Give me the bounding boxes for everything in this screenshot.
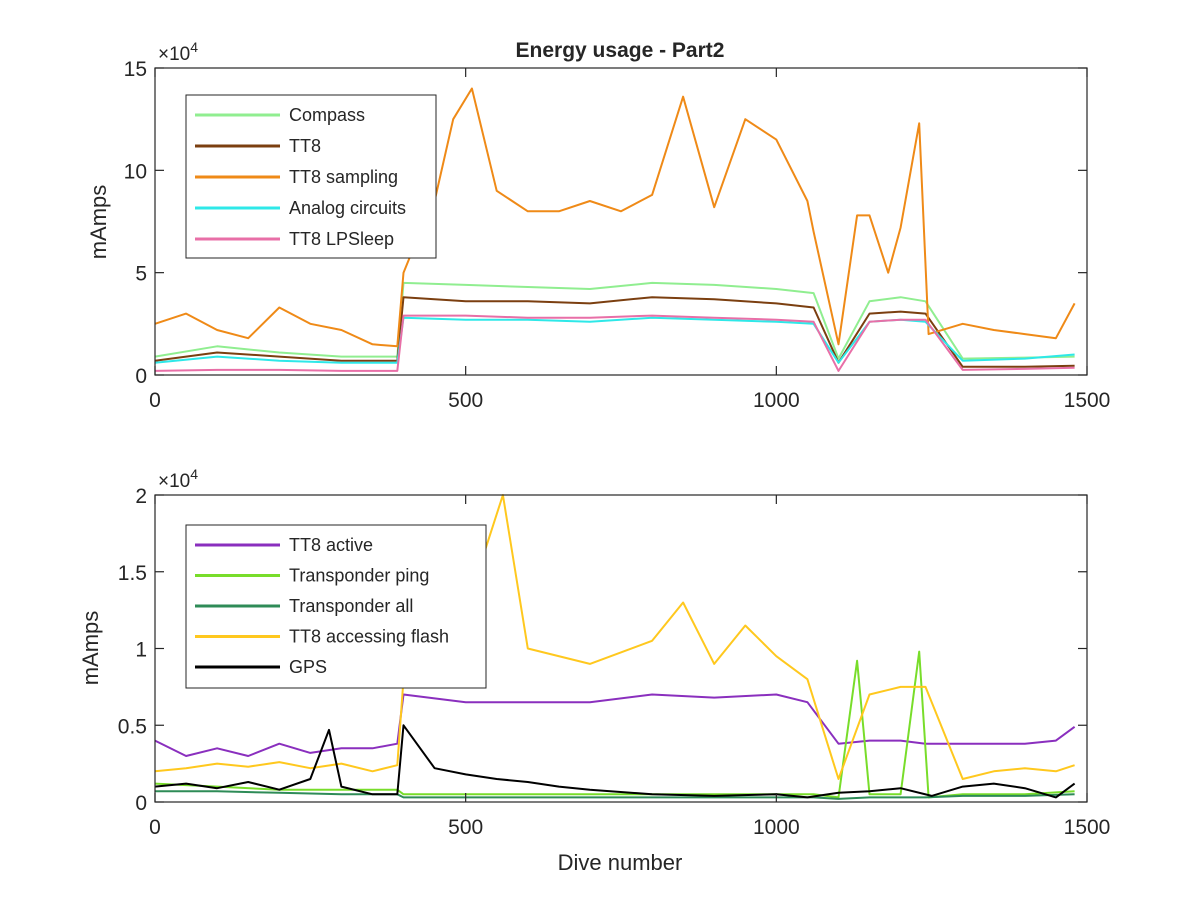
legend-label: Transponder ping [289,566,429,586]
y-tick-label: 2 [135,485,147,508]
x-tick-label: 0 [149,816,161,839]
series-line-tt8-active [154,693,1076,757]
bottom-ticks-group: 0 500 1000 1500 0 0.5 1 1.5 2 [118,485,1111,839]
y-tick-label: 0 [135,365,147,388]
bottom-y-axis-label: mAmps [78,611,103,686]
series-line-gps [154,724,1076,799]
bottom-x-axis-label: Dive number [558,850,683,875]
top-legend: Compass TT8 TT8 sampling Analog circuits TT8… [185,94,437,259]
legend-label: Compass [289,105,365,125]
y-tick-label: 1.5 [118,562,147,585]
x-tick-label: 0 [149,389,161,412]
top-series-group [154,87,1076,372]
series-line-tt8-sampling [154,87,1076,348]
x-tick-label: 1500 [1064,389,1111,412]
x-tick-label: 1000 [753,389,800,412]
y-tick-label: 0 [135,792,147,815]
series-line-analog-circuits [154,316,1075,364]
legend-label: Analog circuits [289,198,406,218]
legend-label: TT8 [289,136,321,156]
top-ticks-group: 0 500 1000 1500 0 5 10 15 [124,58,1111,412]
series-line-tt8-lpsleep [154,314,1075,372]
y-tick-label: 1 [135,639,147,662]
x-tick-label: 500 [448,389,483,412]
y-tick-label: 0.5 [118,715,147,738]
top-axes-box [154,67,1088,376]
legend-label: TT8 accessing flash [289,627,449,647]
legend-label: TT8 LPSleep [289,229,394,249]
x-tick-label: 1000 [753,816,800,839]
y-tick-label: 5 [135,263,147,286]
x-tick-label: 1500 [1064,816,1111,839]
bottom-axes: 0 500 1000 1500 0 0.5 1 1.5 2 ×104 mAmps Dive nu… [78,466,1110,875]
series-line-compass [154,281,1075,360]
legend-label: TT8 sampling [289,167,398,187]
top-y-axis-label: mAmps [86,185,111,260]
top-exponent-label: ×104 [158,39,198,65]
x-tick-label: 500 [448,816,483,839]
bottom-exponent-label: ×104 [158,466,198,492]
series-line-tt8-accessing-flash [154,494,1075,780]
y-tick-label: 10 [124,160,147,183]
bottom-legend: TT8 active Transponder ping Transponder al… [185,524,487,689]
legend-label: GPS [289,657,327,677]
legend-label: TT8 active [289,535,373,555]
series-line-transponder-all [155,790,1075,800]
bottom-series-group [154,494,1076,800]
y-tick-label: 15 [124,58,147,81]
legend-label: Transponder all [289,596,413,616]
series-line-tt8 [154,296,1075,368]
chart-title: Energy usage - Part2 [516,39,725,62]
top-axes: 0 500 1000 1500 0 5 10 15 ×104 mAmps Compass TT8… [86,39,1110,412]
